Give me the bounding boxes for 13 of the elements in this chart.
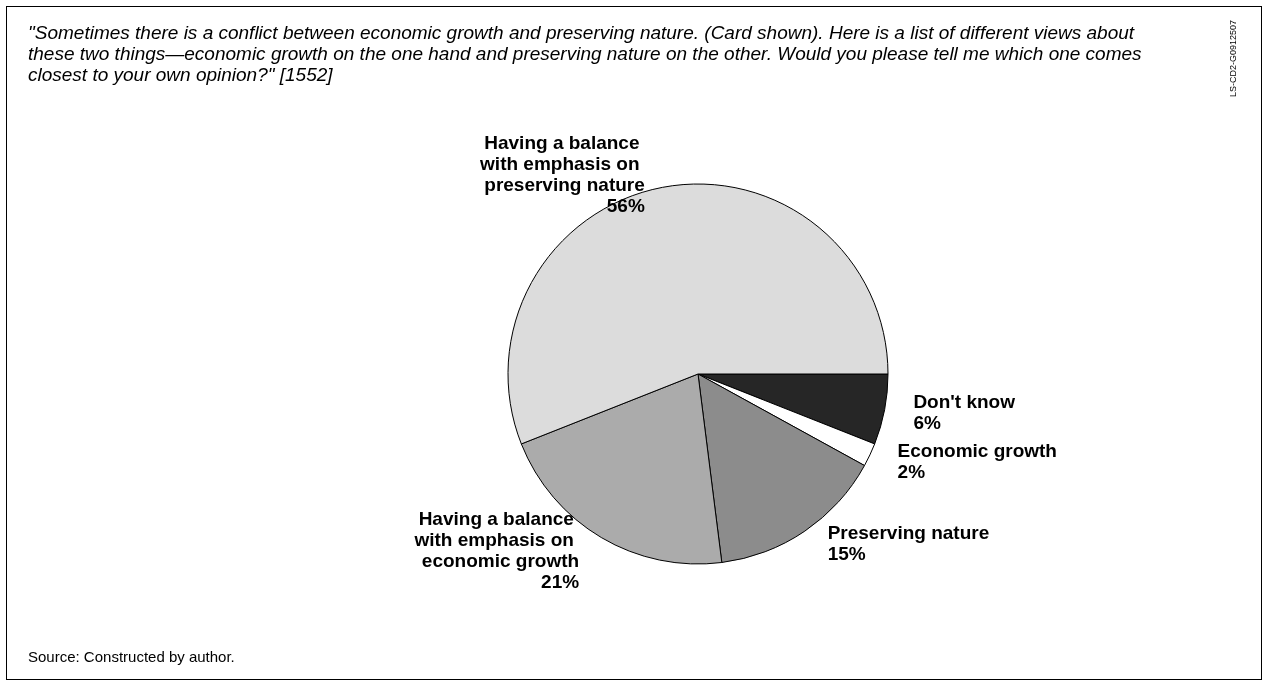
data-label: 2%: [897, 460, 926, 482]
slice-label: Don't know: [913, 391, 1016, 413]
data-label: 6%: [913, 412, 941, 434]
chart-title: "Sometimes there is a conflict between economic growth and preserving nature. (Card shown). Here is a list of different views about these two things—economic growth on the one hand and preserving nature on the other. Would you please tell me which one comes closest to your own opinion?" [1552]: [28, 22, 1143, 85]
data-label: 56%: [606, 194, 645, 216]
source-note: Source: Constructed by author.: [28, 648, 235, 665]
slice-label: Economic growth: [897, 439, 1057, 461]
data-label: 15%: [827, 542, 866, 564]
slice-label: Having a balance with emphasis on preserving nature: [479, 131, 645, 195]
slice-label: Preserving nature: [827, 521, 990, 543]
text: LS-CD2-G0912507: [1228, 20, 1238, 98]
data-label: 21%: [541, 570, 580, 592]
slice-label: Having a balance with emphasis on economic growth: [413, 507, 580, 571]
